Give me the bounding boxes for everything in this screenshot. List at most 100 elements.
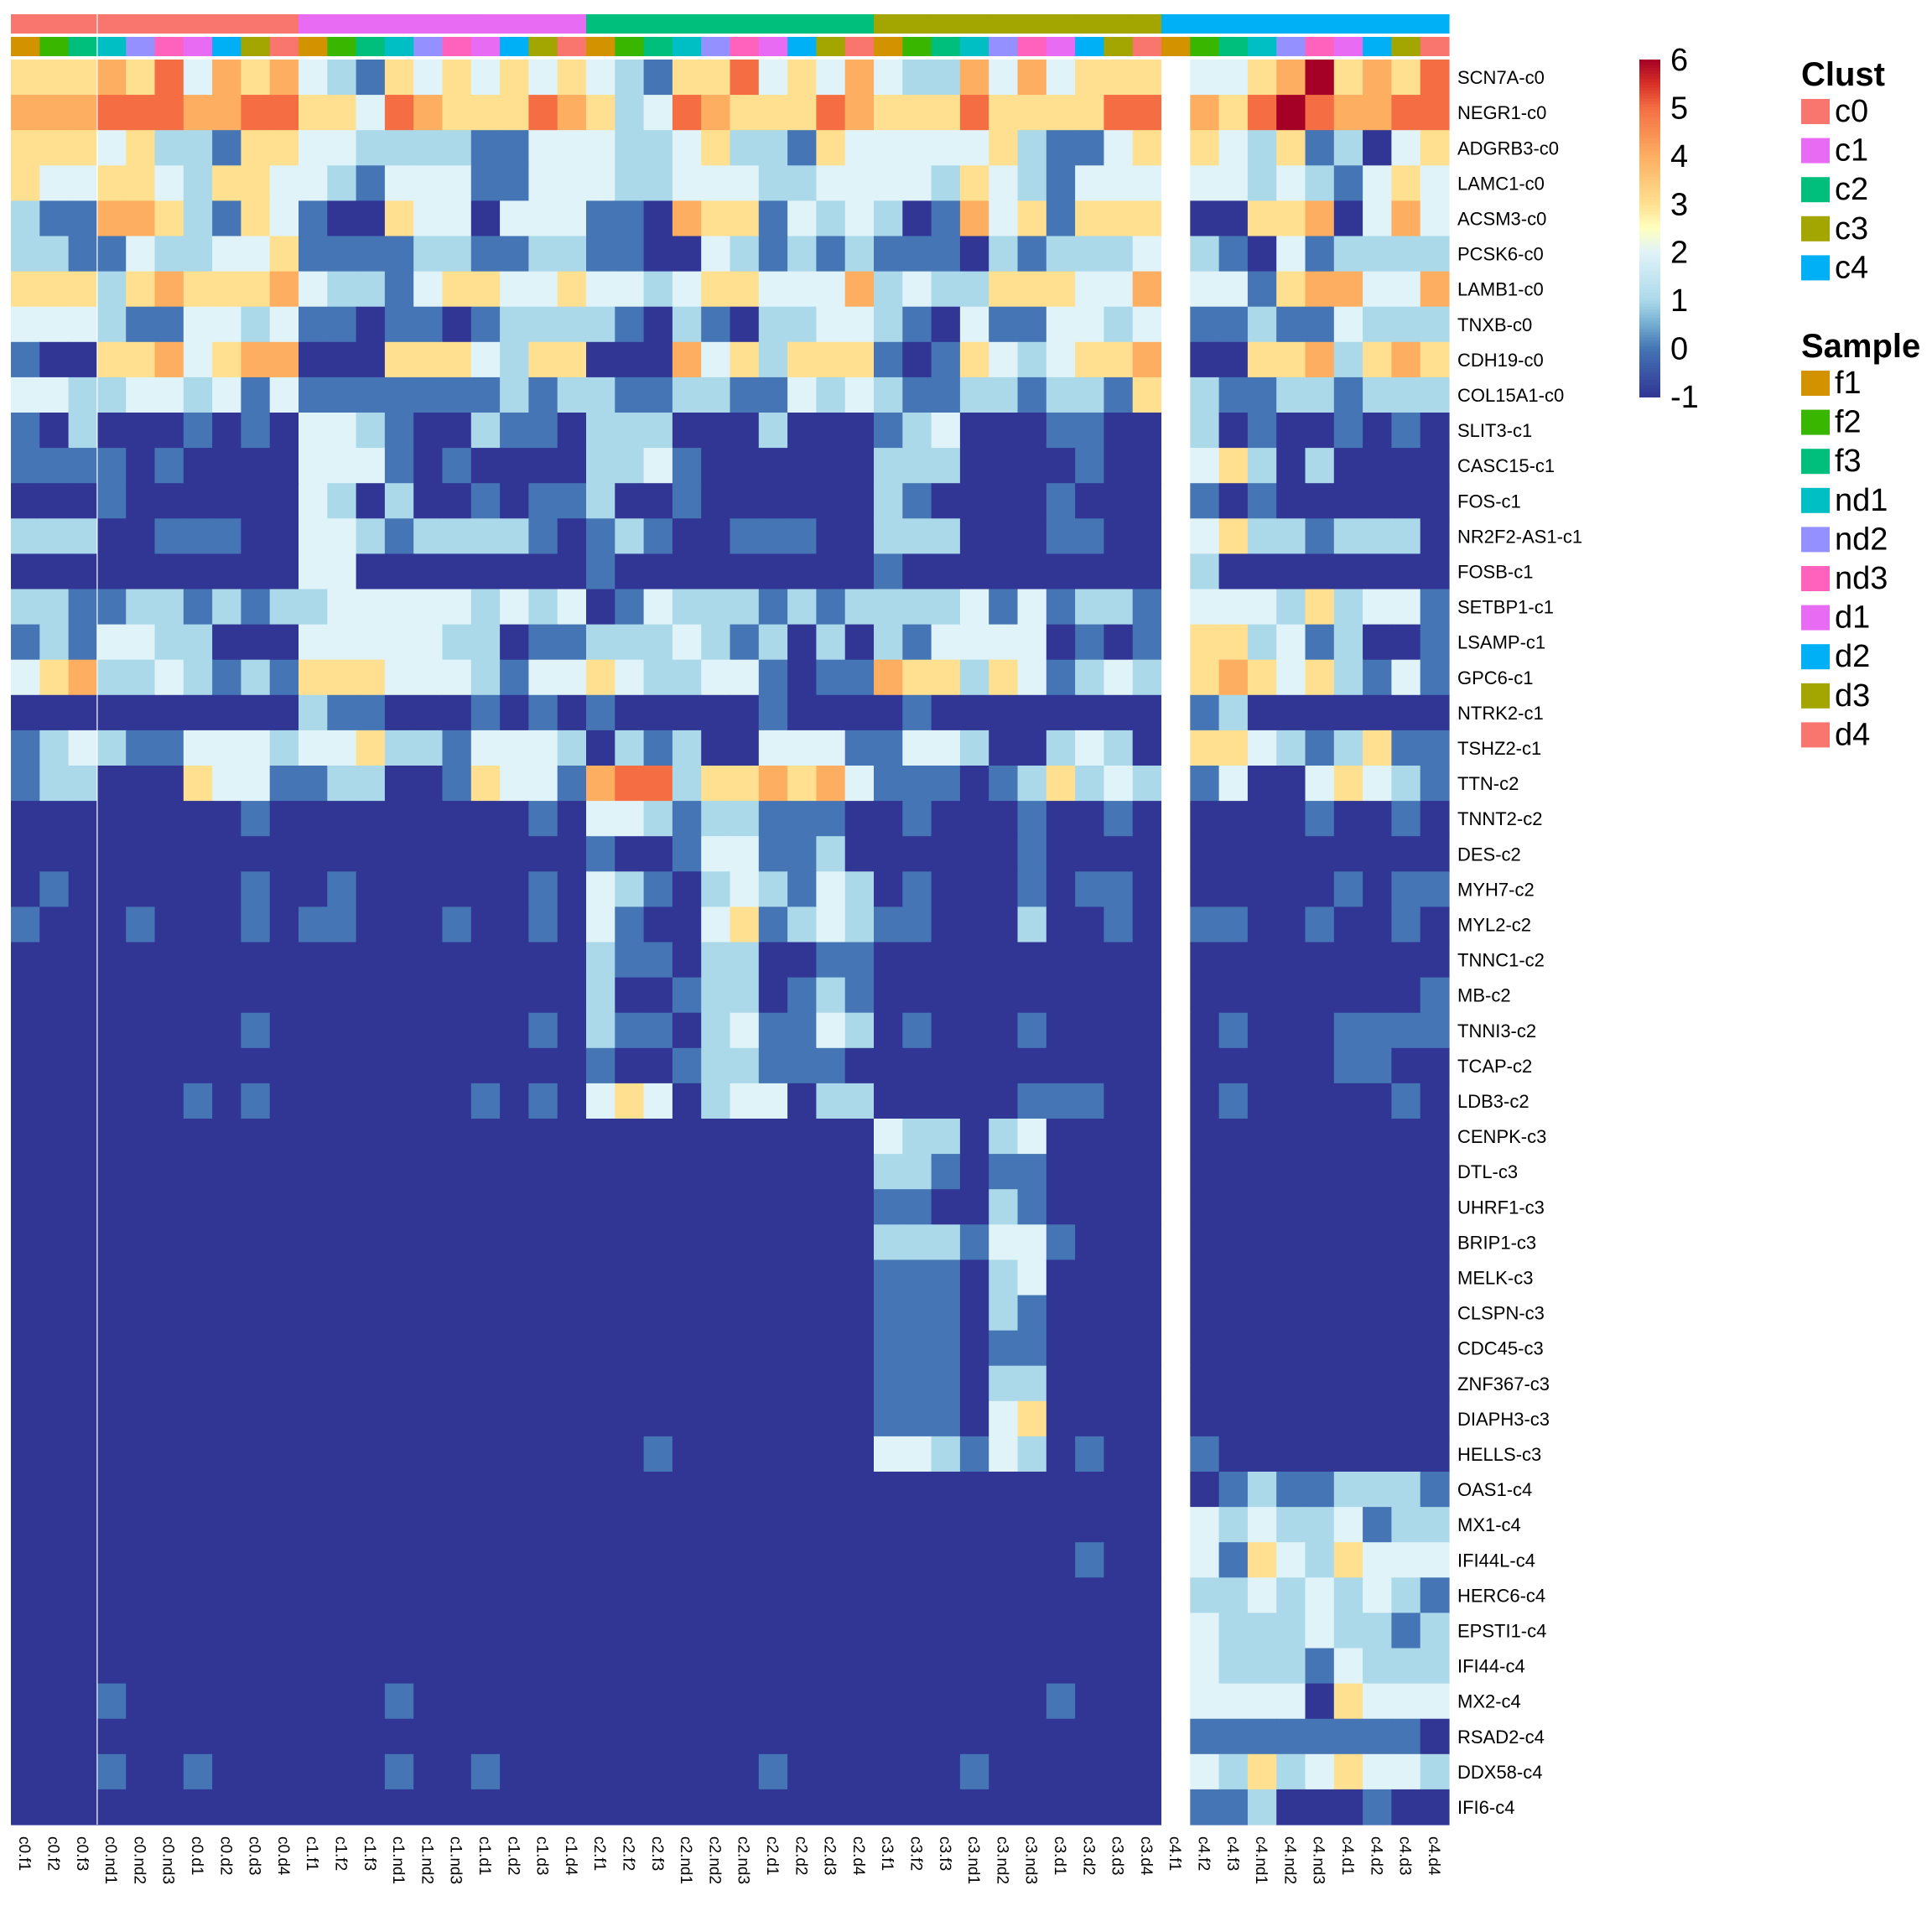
heatmap-cell (413, 1012, 444, 1049)
heatmap-cell (874, 1718, 903, 1755)
heatmap-cell (11, 165, 40, 201)
heatmap-cell (1391, 1542, 1421, 1578)
heatmap-cell (787, 1507, 817, 1543)
heatmap-cell (1104, 1119, 1134, 1155)
heatmap-cell (356, 1083, 386, 1119)
heatmap-cell (1190, 1012, 1220, 1049)
heatmap-cell (183, 1542, 213, 1578)
heatmap-cell (11, 1577, 40, 1613)
heatmap-cell (384, 1119, 414, 1155)
heatmap-cell (68, 1154, 98, 1190)
heatmap-cell (241, 1083, 271, 1119)
heatmap-cell (1161, 271, 1191, 308)
heatmap-cell (470, 306, 501, 343)
heatmap-cell (96, 1542, 127, 1578)
heatmap-cell (1190, 60, 1220, 96)
heatmap-cell (442, 1119, 472, 1155)
heatmap-cell (96, 60, 127, 96)
heatmap-cell (356, 1047, 386, 1084)
heatmap-cell (844, 341, 875, 378)
heatmap-cell (844, 306, 875, 343)
heatmap-cell (787, 1789, 817, 1826)
heatmap-cell (384, 730, 414, 766)
heatmap-cell (1190, 165, 1220, 201)
heatmap-cell (327, 1718, 357, 1755)
heatmap-cell (241, 1400, 271, 1437)
heatmap-cell (126, 1753, 156, 1790)
heatmap-cell (413, 518, 444, 554)
heatmap-cell (1218, 977, 1249, 1014)
heatmap-cell (384, 95, 414, 131)
heatmap-cell (874, 448, 903, 484)
heatmap-cell (1190, 1542, 1220, 1578)
heatmap-cell (1247, 1683, 1277, 1720)
heatmap-cell (413, 1224, 444, 1260)
heatmap-cell (269, 730, 299, 766)
heatmap-cell (384, 1648, 414, 1685)
heatmap-cell (11, 694, 40, 731)
heatmap-cell (1333, 1012, 1363, 1049)
heatmap-cell (126, 1189, 156, 1225)
heatmap-cell (1247, 1365, 1277, 1402)
heatmap-cell (1420, 1400, 1450, 1437)
heatmap-cell (643, 236, 673, 273)
column-label: c2.d1 (763, 1836, 781, 1875)
heatmap-cell (557, 200, 587, 237)
heatmap-cell (557, 1295, 587, 1332)
heatmap-cell (470, 801, 501, 837)
heatmap-cell (413, 483, 444, 519)
heatmap-cell (902, 518, 932, 554)
color-scale-swatch (1639, 62, 1660, 66)
heatmap-cell (643, 1224, 673, 1260)
heatmap-cell (902, 1718, 932, 1755)
heatmap-cell (384, 1083, 414, 1119)
heatmap-cell (39, 589, 70, 626)
heatmap-cell (1218, 1295, 1249, 1332)
heatmap-cell (1391, 1224, 1421, 1260)
row-label: TCAP-c2 (1457, 1056, 1532, 1077)
row-label: SLIT3-c1 (1457, 420, 1532, 441)
heatmap-cell (1420, 694, 1450, 731)
heatmap-cell (959, 1330, 989, 1367)
heatmap-cell (989, 1613, 1019, 1649)
heatmap-cell (1132, 448, 1162, 484)
heatmap-cell (241, 553, 271, 590)
heatmap-cell (1046, 130, 1076, 166)
heatmap-cell (1190, 518, 1220, 554)
heatmap-cell (1247, 200, 1277, 237)
clust-annotation-cell (68, 14, 98, 34)
heatmap-cell (1017, 1083, 1047, 1119)
heatmap-cell (1391, 1753, 1421, 1790)
heatmap-cell (126, 236, 156, 273)
heatmap-cell (413, 659, 444, 696)
heatmap-cell (1132, 1224, 1162, 1260)
heatmap-cell (902, 801, 932, 837)
heatmap-cell (1017, 1400, 1047, 1437)
heatmap-cell (874, 801, 903, 837)
heatmap-cell (11, 1753, 40, 1790)
heatmap-cell (816, 1542, 846, 1578)
color-scale-swatch (1639, 112, 1660, 117)
heatmap-cell (68, 1718, 98, 1755)
heatmap-cell (1391, 1683, 1421, 1720)
color-scale-swatch (1639, 124, 1660, 128)
heatmap-cell (730, 730, 760, 766)
heatmap-cell (1247, 1542, 1277, 1578)
heatmap-cell (959, 624, 989, 661)
heatmap-cell (1247, 1083, 1277, 1119)
heatmap-cell (1017, 448, 1047, 484)
heatmap-cell (154, 1083, 184, 1119)
heatmap-cell (528, 130, 558, 166)
heatmap-cell (874, 871, 903, 907)
heatmap-cell (212, 1789, 242, 1826)
heatmap-cell (1190, 448, 1220, 484)
heatmap-cell (299, 942, 328, 979)
heatmap-cell (1104, 1330, 1134, 1367)
heatmap-cell (384, 1154, 414, 1190)
heatmap-cell (844, 1330, 875, 1367)
heatmap-cell (1132, 200, 1162, 237)
heatmap-cell (1276, 95, 1306, 131)
heatmap-cell (241, 1789, 271, 1826)
heatmap-cell (528, 483, 558, 519)
heatmap-cell (327, 1224, 357, 1260)
